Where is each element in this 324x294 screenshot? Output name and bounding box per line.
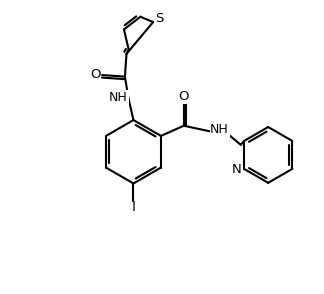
Text: S: S	[155, 12, 163, 26]
Text: NH: NH	[210, 123, 229, 136]
Text: O: O	[90, 68, 100, 81]
Text: I: I	[132, 200, 135, 214]
Text: N: N	[232, 163, 242, 176]
Text: NH: NH	[109, 91, 128, 104]
Text: O: O	[179, 90, 189, 103]
